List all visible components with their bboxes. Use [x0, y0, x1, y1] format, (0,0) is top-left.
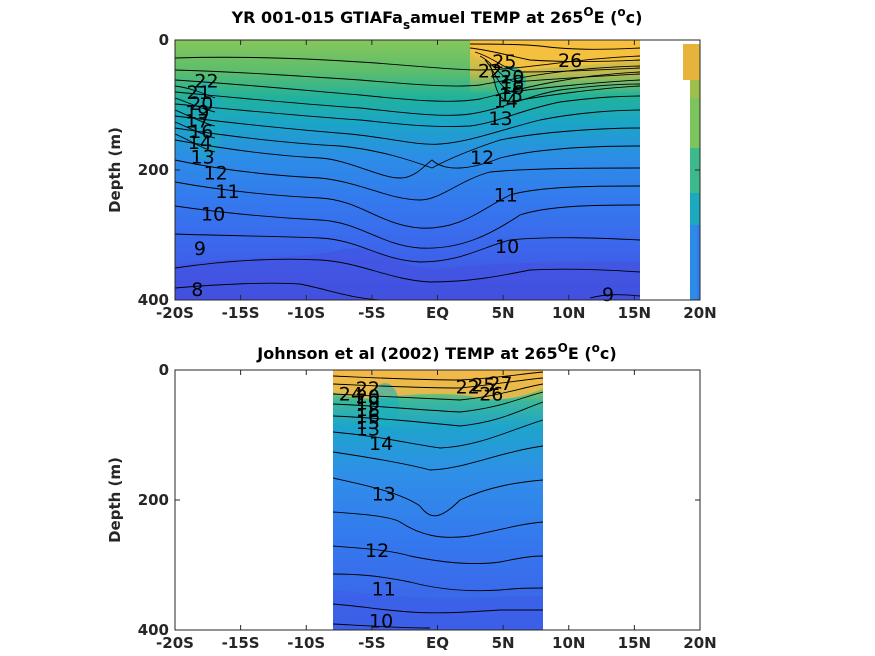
top-contour-label: 20	[189, 93, 213, 115]
top-contour-label: 13	[488, 108, 512, 130]
top-x-tick-label: 10N	[552, 304, 585, 322]
bottom-contour-label: 15	[356, 412, 380, 434]
bottom-x-tick-label: EQ	[426, 634, 449, 652]
top-panel: YR 001-015 GTIAFasamuel TEMP at 265OE (o…	[106, 5, 717, 322]
bottom-contour-label: 10	[369, 610, 393, 632]
top-contour-label: 9	[602, 284, 614, 306]
bottom-contour-label: 26	[479, 383, 503, 405]
top-contour-label: 10	[495, 236, 519, 258]
top-contour-label: 18	[500, 72, 524, 94]
top-ticks: -20S -15S -10S -5S EQ 5N 10N 15N 20N 0 200 400	[138, 31, 717, 322]
bottom-contour-label: 20	[356, 386, 380, 408]
bottom-contour-label: 25	[471, 374, 495, 396]
bottom-contour-label: 24	[339, 383, 363, 405]
top-contours	[175, 43, 640, 300]
top-x-tick-label: 15N	[618, 304, 651, 322]
top-side-strip	[683, 44, 700, 300]
top-x-tick-label: 5N	[492, 304, 515, 322]
bottom-contour-label: 27	[488, 373, 512, 395]
top-x-tick-label: 20N	[683, 304, 716, 322]
bottom-contour-label: 18	[356, 399, 380, 421]
top-x-tick-label: EQ	[426, 304, 449, 322]
top-contour-label: 12	[204, 163, 228, 185]
bottom-contour-label: 13	[372, 484, 396, 506]
top-title: YR 001-015 GTIAFasamuel TEMP at 265OE (o…	[231, 5, 643, 32]
bottom-contour-label: 16	[356, 406, 380, 428]
bottom-x-tick-label: -10S	[287, 634, 325, 652]
top-contour-label: 16	[500, 77, 524, 99]
bottom-contour-label: 22	[456, 376, 480, 398]
top-contour-label: 22	[478, 61, 502, 83]
top-contour-label: 22	[194, 70, 218, 92]
bottom-x-tick-label: 10N	[552, 634, 585, 652]
top-x-tick-label: -10S	[287, 304, 325, 322]
top-contour-label: 25	[492, 51, 516, 73]
top-y-tick-label: 400	[138, 291, 169, 309]
bottom-y-tick-label: 400	[138, 621, 169, 639]
top-contour-label: 21	[187, 82, 211, 104]
bottom-contour-label: 13	[356, 419, 380, 441]
top-contour-label: 10	[201, 204, 225, 226]
bottom-field	[333, 370, 543, 630]
top-y-tick-label: 0	[159, 31, 169, 49]
bottom-contour-label: 12	[365, 540, 389, 562]
bottom-panel: Johnson et al (2002) TEMP at 265OE (oc) …	[106, 341, 717, 652]
bottom-x-tick-label: -15S	[222, 634, 260, 652]
top-contour-label: 13	[191, 146, 215, 168]
top-contour-label: 14	[188, 132, 212, 154]
top-x-tick-label: -20S	[156, 304, 194, 322]
top-contour-label: 19	[185, 102, 209, 124]
bottom-contour-label: 11	[372, 578, 396, 600]
bottom-contour-label: 14	[369, 433, 393, 455]
top-contour-label: 9	[194, 238, 206, 260]
bottom-x-tick-label: 15N	[618, 634, 651, 652]
bottom-x-tick-label: 5N	[492, 634, 515, 652]
top-contour-label: 17	[185, 111, 209, 133]
bottom-y-tick-label: 0	[159, 361, 169, 379]
top-contour-label: 14	[494, 91, 518, 113]
top-contour-label: 11	[494, 185, 518, 207]
top-contour-label: 15	[499, 85, 523, 107]
bottom-x-tick-label: -20S	[156, 634, 194, 652]
top-contour-label: 8	[191, 279, 203, 301]
bottom-title: Johnson et al (2002) TEMP at 265OE (oc)	[256, 341, 616, 363]
bottom-contour-label: 19	[356, 393, 380, 415]
top-contour-label: 16	[189, 121, 213, 143]
bottom-x-tick-label: 20N	[683, 634, 716, 652]
bottom-x-tick-label: -5S	[358, 634, 385, 652]
top-contour-label: 11	[215, 181, 239, 203]
top-x-tick-label: -5S	[358, 304, 385, 322]
top-x-tick-label: -15S	[222, 304, 260, 322]
top-y-tick-label: 200	[138, 161, 169, 179]
bottom-ticks: -20S -15S -10S -5S EQ 5N 10N 15N 20N 0 200 400	[138, 361, 717, 652]
bottom-y-tick-label: 200	[138, 491, 169, 509]
top-ylabel: Depth (m)	[106, 127, 124, 213]
bottom-contour-label: 22	[356, 378, 380, 400]
top-contour-label: 12	[470, 147, 494, 169]
bottom-ylabel: Depth (m)	[106, 457, 124, 543]
bottom-contours	[333, 371, 543, 629]
top-contour-label: 26	[558, 50, 582, 72]
top-contour-label: 20	[500, 66, 524, 88]
